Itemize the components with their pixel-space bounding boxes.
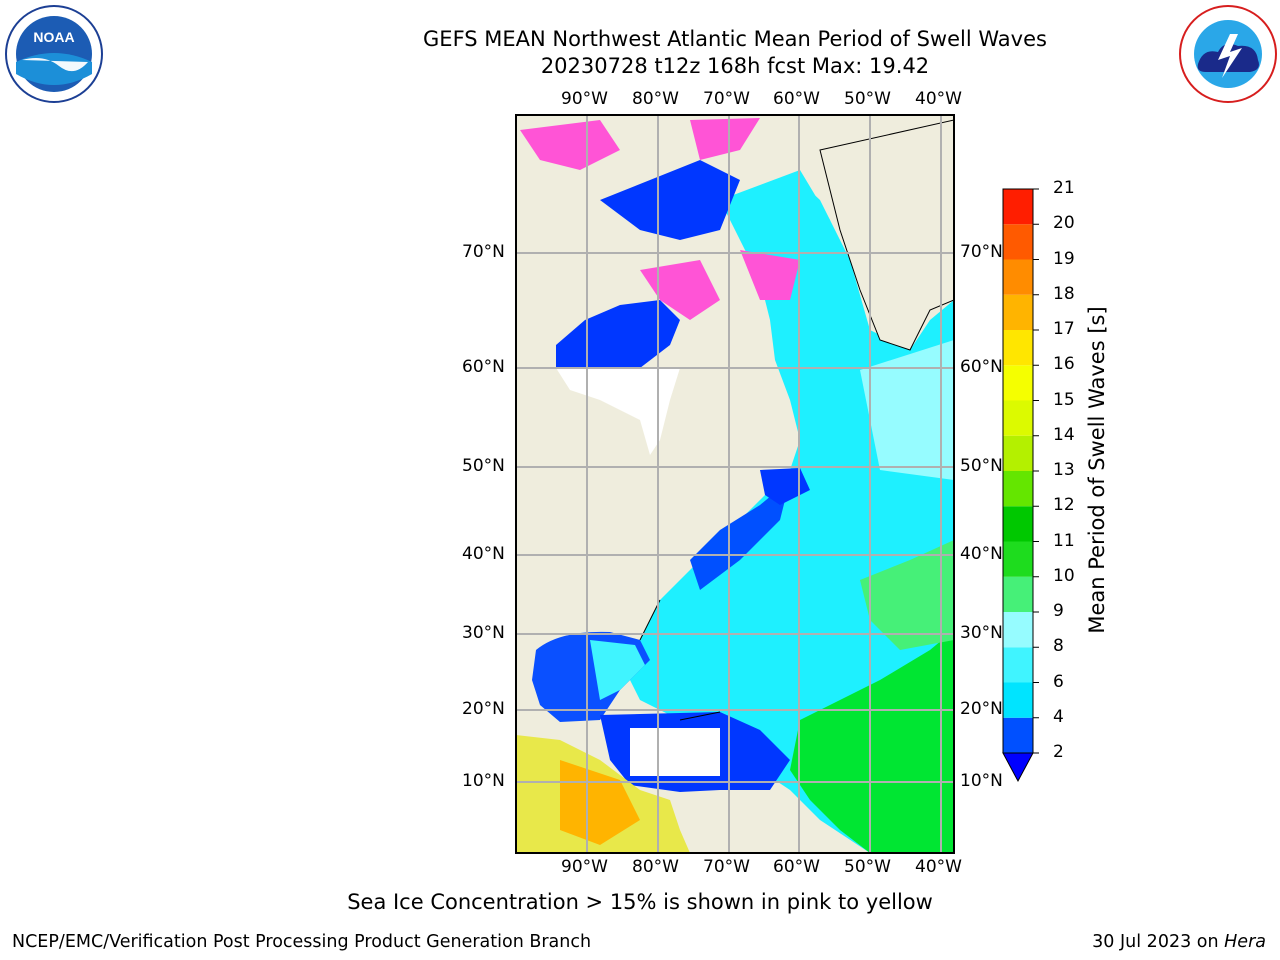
colorbar-title: Mean Period of Swell Waves [s] xyxy=(1085,306,1109,634)
lat-label-right-40n: 40°N xyxy=(960,544,1003,564)
colorbar-tick-label: 10 xyxy=(1053,565,1075,586)
colorbar-tick-label: 21 xyxy=(1053,178,1075,198)
lon-label-bottom-90w: 90°W xyxy=(561,857,608,877)
lat-label-right-50n: 50°N xyxy=(960,456,1003,476)
colorbar-segment xyxy=(1003,365,1033,401)
title-line-2: 20230728 t12z 168h fcst Max: 19.42 xyxy=(540,54,930,78)
title-line-1: GEFS MEAN Northwest Atlantic Mean Period… xyxy=(423,27,1047,51)
footer-producer: NCEP/EMC/Verification Post Processing Pr… xyxy=(12,932,592,952)
colorbar-tick-label: 15 xyxy=(1053,389,1075,410)
lat-label-right-20n: 20°N xyxy=(960,699,1003,719)
colorbar-tick-label: 12 xyxy=(1053,495,1075,516)
colorbar-tick-label: 14 xyxy=(1053,424,1075,445)
lat-label-left-20n: 20°N xyxy=(462,699,505,719)
lon-label-bottom-60w: 60°W xyxy=(773,857,820,877)
lat-label-left-60n: 60°N xyxy=(462,357,505,377)
colorbar-segment xyxy=(1003,612,1033,648)
colorbar-segment xyxy=(1003,330,1033,366)
lon-label-bottom-40w: 40°W xyxy=(915,857,962,877)
lon-label-top-50w: 50°W xyxy=(844,89,891,109)
colorbar-segment xyxy=(1003,224,1033,260)
lat-label-left-40n: 40°N xyxy=(462,544,505,564)
colorbar-segment xyxy=(1003,471,1033,507)
colorbar-tick-label: 6 xyxy=(1053,671,1064,692)
nws-logo-icon xyxy=(1179,5,1277,103)
lon-label-top-60w: 60°W xyxy=(773,89,820,109)
map-frame xyxy=(515,114,955,854)
colorbar-segment xyxy=(1003,576,1033,612)
colorbar-segment xyxy=(1003,541,1033,577)
lat-label-left-70n: 70°N xyxy=(462,242,505,262)
colorbar-tick-label: 16 xyxy=(1053,354,1075,375)
colorbar-tick-label: 9 xyxy=(1053,601,1064,621)
lon-label-top-70w: 70°W xyxy=(703,89,750,109)
lon-label-top-90w: 90°W xyxy=(561,89,608,109)
lat-label-left-10n: 10°N xyxy=(462,771,505,791)
colorbar-segment xyxy=(1003,647,1033,683)
noaa-logo-icon: NOAA xyxy=(5,5,103,103)
lon-label-top-80w: 80°W xyxy=(632,89,679,109)
lon-label-bottom-80w: 80°W xyxy=(632,857,679,877)
colorbar-segment xyxy=(1003,717,1033,753)
lat-label-right-60n: 60°N xyxy=(960,357,1003,377)
colorbar-tick-label: 20 xyxy=(1053,213,1075,234)
sea-ice-note: Sea Ice Concentration > 15% is shown in … xyxy=(347,890,933,914)
greenland xyxy=(819,119,954,351)
chart-title: GEFS MEAN Northwest Atlantic Mean Period… xyxy=(300,26,1170,80)
colorbar-tick-label: 8 xyxy=(1053,636,1064,657)
high-swell-region xyxy=(790,630,954,853)
labrador-sea xyxy=(720,170,840,320)
graticule xyxy=(516,115,954,853)
svg-text:NOAA: NOAA xyxy=(33,29,74,45)
colorbar-segment xyxy=(1003,189,1033,225)
colorbar-tick-label: 4 xyxy=(1053,706,1064,727)
colorbar-tick-label: 11 xyxy=(1053,530,1075,551)
colorbar-tick-label: 18 xyxy=(1053,283,1075,304)
colorbar-segment xyxy=(1003,294,1033,330)
colorbar-tick-label: 2 xyxy=(1053,742,1064,762)
colorbar-segment xyxy=(1003,682,1033,718)
colorbar-segment xyxy=(1003,435,1033,471)
lat-label-right-30n: 30°N xyxy=(960,623,1003,643)
footer-date: 30 Jul 2023 on Hera xyxy=(1092,932,1266,952)
colorbar-segment xyxy=(1003,506,1033,542)
colorbar-tick-label: 19 xyxy=(1053,248,1075,269)
lat-label-right-10n: 10°N xyxy=(960,771,1003,791)
lat-label-right-70n: 70°N xyxy=(960,242,1003,262)
lat-label-left-50n: 50°N xyxy=(462,456,505,476)
lon-label-top-40w: 40°W xyxy=(915,89,962,109)
lon-label-bottom-50w: 50°W xyxy=(844,857,891,877)
colorbar-segment xyxy=(1003,400,1033,436)
sea-ice xyxy=(520,120,620,170)
colorbar-extend-arrow xyxy=(1002,752,1034,783)
colorbar-segment xyxy=(1003,259,1033,295)
lon-label-bottom-70w: 70°W xyxy=(703,857,750,877)
colorbar-tick-label: 17 xyxy=(1053,319,1075,339)
lat-label-left-30n: 30°N xyxy=(462,623,505,643)
footer-host: Hera xyxy=(1224,932,1266,952)
footer-date-text: 30 Jul 2023 on xyxy=(1092,932,1225,952)
colorbar-tick-label: 13 xyxy=(1053,460,1075,480)
